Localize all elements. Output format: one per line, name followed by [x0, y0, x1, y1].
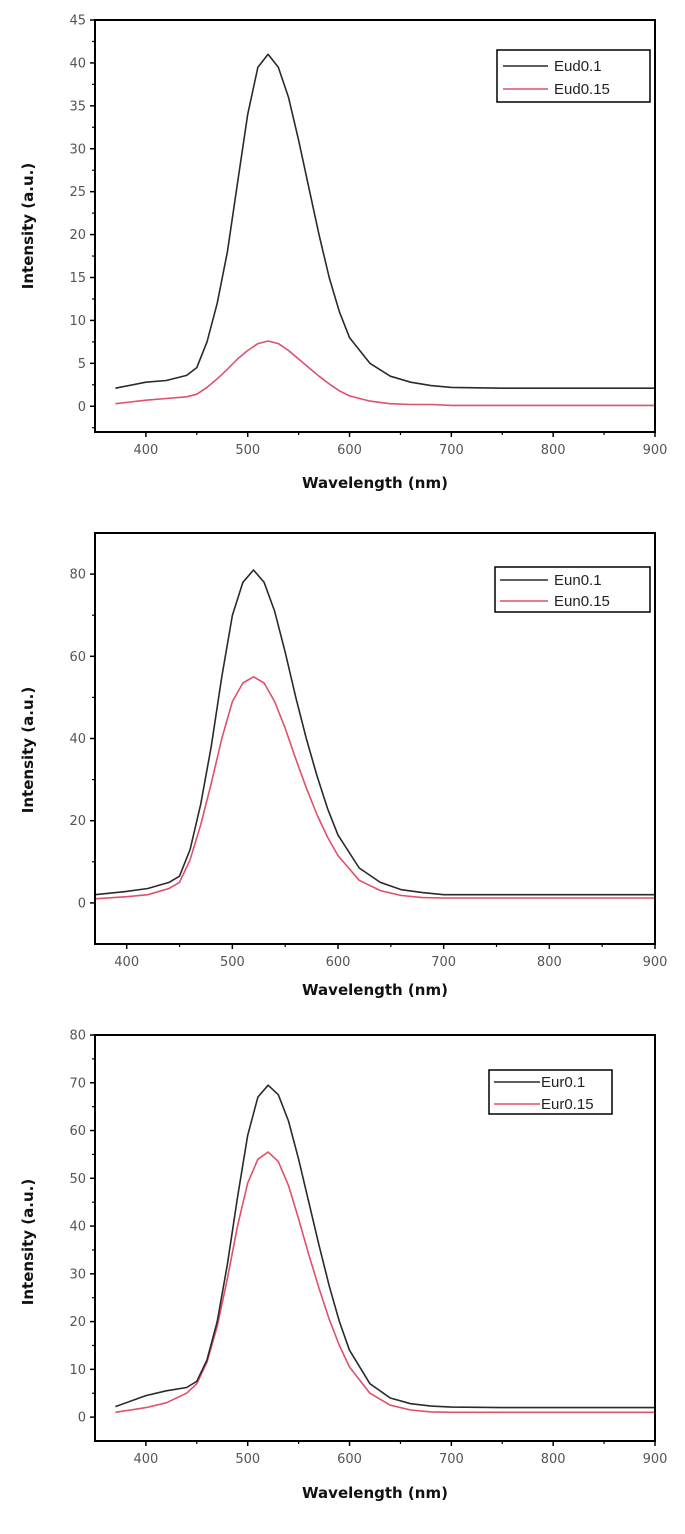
x-tick-label: 700: [431, 955, 456, 970]
y-tick-label: 80: [69, 568, 86, 583]
y-axis-title: Intensity (a.u.): [19, 687, 37, 813]
legend: Eun0.1 Eun0.15: [494, 566, 651, 613]
y-tick-label: 10: [69, 1363, 86, 1378]
series-line-eun0-1: [94, 569, 655, 896]
y-tick-label: 10: [69, 314, 86, 329]
legend: Eur0.1 Eur0.15: [488, 1069, 613, 1115]
y-tick-label: 15: [69, 271, 86, 286]
x-tick-label: 600: [326, 955, 351, 970]
y-tick-label: 40: [69, 1220, 86, 1235]
x-tick-label: 800: [541, 1452, 566, 1467]
series-line-eud0-15: [115, 340, 655, 407]
series-line-eud0-1: [115, 53, 655, 390]
plot-frame: [94, 1034, 656, 1442]
series-line-eur0-15: [115, 1151, 655, 1414]
y-tick-label: 35: [69, 99, 86, 114]
plot-area: 0 10 20 30 40 50 60 70 80 400 500 600 700 800 900: [69, 1029, 667, 1468]
series-line-eun0-15: [94, 676, 655, 900]
chart-eur: 0 10 20 30 40 50 60 70 80 400 500 600 700 800 900 Inte…: [0, 1020, 685, 1534]
y-tick-label: 50: [69, 1172, 86, 1187]
x-axis-title: Wavelength (nm): [302, 474, 448, 492]
legend-label-eud0-15: Eud0.15: [554, 81, 610, 98]
chart-eun: 0 20 40 60 80 400 500 600 700 800 900 Intensity (a…: [0, 510, 685, 1020]
legend-label-eun0-1: Eun0.1: [554, 572, 602, 589]
x-axis-title: Wavelength (nm): [302, 1484, 448, 1502]
y-tick-label: 20: [69, 1315, 86, 1330]
x-tick-label: 400: [114, 955, 139, 970]
y-tick-label: 0: [78, 896, 86, 911]
y-tick-label: 40: [69, 732, 86, 747]
chart-eud: 0 5 10 15 20 25 30 35 40 45 400 500 600 700 800 900 Int…: [0, 0, 685, 510]
y-axis-title: Intensity (a.u.): [19, 163, 37, 289]
y-tick-label: 40: [69, 56, 86, 71]
legend-label-eur0-1: Eur0.1: [541, 1074, 585, 1091]
legend-label-eun0-15: Eun0.15: [554, 593, 610, 610]
chart-eud-svg: 0 5 10 15 20 25 30 35 40 45 400 500 600 700 800 900 Int…: [19, 14, 667, 493]
y-tick-label: 20: [69, 814, 86, 829]
legend-label-eur0-15: Eur0.15: [541, 1096, 594, 1113]
y-tick-label: 60: [69, 1124, 86, 1139]
plot-area: 0 20 40 60 80 400 500 600 700 800 900: [69, 532, 668, 970]
series-line-eur0-1: [115, 1084, 655, 1409]
y-tick-label: 70: [69, 1076, 86, 1091]
x-tick-label: 800: [541, 443, 566, 458]
legend: Eud0.1 Eud0.15: [496, 49, 651, 103]
chart-eur-svg: 0 10 20 30 40 50 60 70 80 400 500 600 700 800 900 Inte…: [19, 1029, 667, 1503]
x-tick-label: 900: [643, 1452, 668, 1467]
y-tick-label: 30: [69, 1267, 86, 1282]
legend-label-eud0-1: Eud0.1: [554, 58, 602, 75]
y-tick-label: 0: [78, 400, 86, 415]
x-tick-label: 500: [235, 1452, 260, 1467]
y-tick-label: 20: [69, 228, 86, 243]
x-tick-label: 700: [439, 1452, 464, 1467]
x-tick-label: 600: [337, 1452, 362, 1467]
plot-area: 0 5 10 15 20 25 30 35 40 45 400 500 600 700 800 900: [69, 14, 667, 459]
x-tick-label: 500: [235, 443, 260, 458]
x-tick-label: 800: [537, 955, 562, 970]
y-tick-label: 60: [69, 650, 86, 665]
plot-frame: [94, 19, 656, 433]
y-tick-label: 30: [69, 142, 86, 157]
x-tick-label: 500: [220, 955, 245, 970]
x-tick-label: 700: [439, 443, 464, 458]
x-tick-label: 400: [133, 1452, 158, 1467]
x-axis-title: Wavelength (nm): [302, 981, 448, 999]
x-tick-label: 600: [337, 443, 362, 458]
y-tick-label: 45: [69, 14, 86, 29]
chart-eun-svg: 0 20 40 60 80 400 500 600 700 800 900 Intensity (a…: [19, 532, 668, 999]
y-tick-label: 0: [78, 1411, 86, 1426]
y-axis-title: Intensity (a.u.): [19, 1179, 37, 1305]
x-tick-label: 900: [643, 955, 668, 970]
x-tick-label: 900: [643, 443, 668, 458]
x-tick-label: 400: [133, 443, 158, 458]
y-tick-label: 5: [78, 357, 86, 372]
y-tick-label: 80: [69, 1029, 86, 1044]
y-tick-label: 25: [69, 185, 86, 200]
